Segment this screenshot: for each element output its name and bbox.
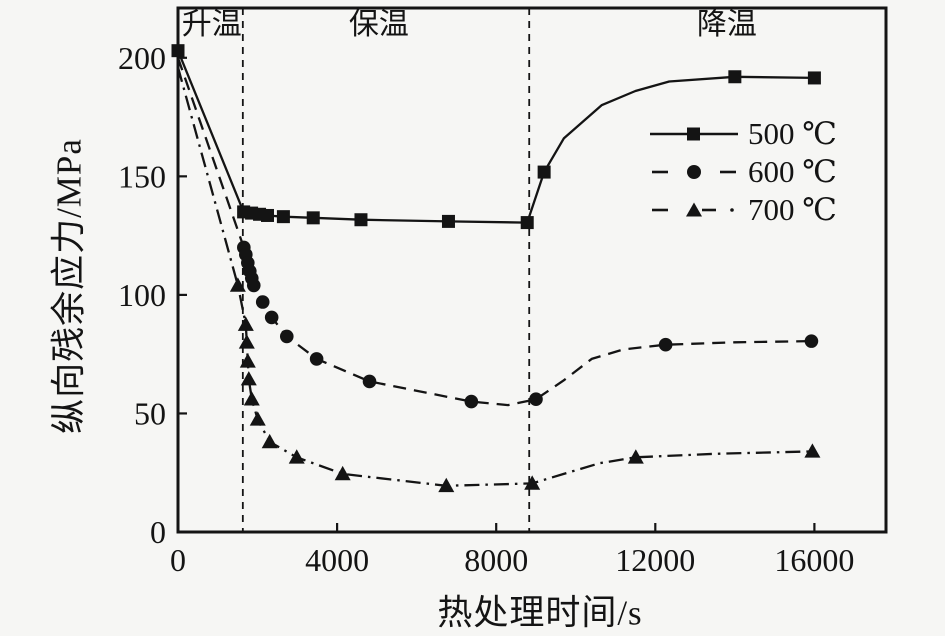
phase-label: 保温 xyxy=(349,8,409,41)
x-tick-label: 0 xyxy=(170,542,186,578)
marker-triangle xyxy=(243,391,260,406)
marker-circle xyxy=(529,392,543,407)
marker-circle xyxy=(279,329,294,344)
x-tick-label: 8000 xyxy=(464,542,528,578)
marker-triangle xyxy=(261,433,278,449)
marker-square xyxy=(276,210,290,224)
marker-square xyxy=(260,208,274,222)
legend-swatch-dashdot-triangle-icon xyxy=(652,202,734,217)
marker-triangle xyxy=(288,449,305,464)
marker-triangle xyxy=(804,443,821,458)
legend-entry-600: 600 ℃ xyxy=(648,153,837,191)
marker-triangle xyxy=(237,316,254,331)
phase-label: 升温 xyxy=(182,8,242,41)
legend-label: 600 ℃ xyxy=(748,154,837,189)
y-tick-label: 100 xyxy=(118,277,166,313)
marker-square xyxy=(807,71,821,85)
marker-triangle xyxy=(524,475,541,490)
marker-triangle xyxy=(229,277,246,292)
x-tick-label: 12000 xyxy=(615,542,695,578)
plot-border xyxy=(176,6,888,534)
marker-circle xyxy=(804,334,819,348)
marker-triangle xyxy=(249,411,266,426)
x-axis-title: 热处理时间/s xyxy=(437,593,643,633)
series-path-circle xyxy=(176,57,812,407)
marker-triangle xyxy=(438,477,455,493)
y-tick-label: 0 xyxy=(150,514,166,550)
marker-circle xyxy=(255,295,270,309)
y-tick-label: 200 xyxy=(118,40,166,76)
marker-circle xyxy=(658,337,673,352)
marker-circle xyxy=(464,394,479,409)
marker-circle xyxy=(246,278,261,293)
legend-entry-500: 500 ℃ xyxy=(648,115,837,153)
marker-triangle xyxy=(627,449,644,464)
marker-square xyxy=(354,213,368,227)
y-tick-label: 50 xyxy=(134,395,166,431)
marker-square xyxy=(520,216,534,230)
marker-triangle xyxy=(240,371,257,386)
x-tick-label: 16000 xyxy=(774,542,854,578)
legend: 500 ℃ 600 ℃ 700 ℃ xyxy=(648,115,837,229)
phase-label: 降温 xyxy=(697,8,757,41)
legend-swatch-dashed-circle-icon xyxy=(652,165,736,179)
x-tick-label: 4000 xyxy=(305,542,369,578)
marker-triangle xyxy=(238,334,255,349)
marker-square xyxy=(441,214,455,228)
marker-circle xyxy=(309,352,324,366)
legend-entry-700: 700 ℃ xyxy=(648,191,837,229)
legend-label: 500 ℃ xyxy=(748,116,837,151)
marker-square xyxy=(171,44,185,58)
y-tick-label: 150 xyxy=(118,158,166,194)
legend-label: 700 ℃ xyxy=(748,192,837,227)
y-axis-title: 纵向残余应力/MPa xyxy=(49,138,89,434)
marker-square xyxy=(537,165,551,179)
legend-swatch-solid-square-icon xyxy=(650,127,738,141)
marker-triangle xyxy=(334,465,351,481)
marker-circle xyxy=(264,310,279,325)
marker-square xyxy=(306,211,320,225)
marker-square xyxy=(728,70,742,84)
marker-circle xyxy=(362,374,377,389)
marker-triangle xyxy=(239,353,256,368)
